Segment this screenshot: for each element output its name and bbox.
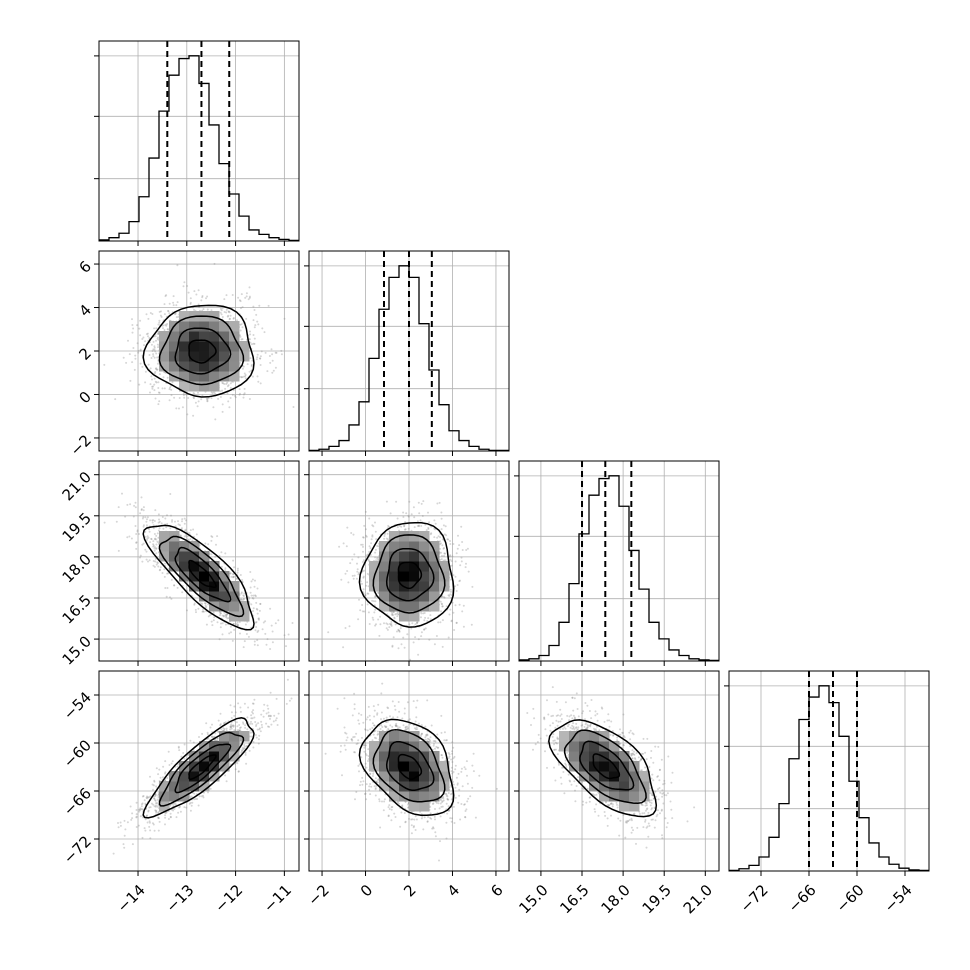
x-tick-label: 4 — [444, 881, 463, 900]
histogram-panel-3 — [724, 670, 930, 876]
histogram-step — [99, 55, 299, 241]
x-tick-label: 19.5 — [639, 881, 675, 917]
x-tick-label: −14 — [114, 881, 149, 916]
y-tick-label: 21.0 — [59, 468, 95, 504]
contour-lines — [358, 521, 455, 628]
panel-frame — [728, 670, 930, 872]
panel-frame — [308, 670, 510, 872]
x-tick-label: −13 — [162, 881, 197, 916]
y-tick-label: 15.0 — [59, 632, 95, 668]
x-tick-label: 21.0 — [680, 881, 716, 917]
x-tick-label: −72 — [737, 881, 772, 916]
histogram-step — [519, 475, 719, 661]
y-tick-label: −54 — [60, 688, 95, 723]
y-tick-label: 6 — [76, 257, 95, 276]
grid — [99, 251, 299, 451]
density-map — [369, 531, 450, 622]
density-map — [159, 311, 250, 392]
scatter-panel-1-0 — [94, 250, 300, 456]
x-tick-label: −12 — [211, 881, 246, 916]
contour-lines — [548, 719, 658, 818]
histogram-panel-0 — [94, 40, 300, 246]
y-tick-label: −2 — [67, 431, 95, 459]
x-tick-label: 0 — [357, 881, 376, 900]
y-tick-label: 19.5 — [59, 509, 95, 545]
x-tick-label: −60 — [833, 881, 868, 916]
x-tick-label: 18.0 — [598, 881, 634, 917]
y-tick-label: −66 — [60, 784, 95, 819]
contour-lines — [142, 524, 255, 631]
panel-frame — [98, 40, 300, 242]
x-tick-label: 2 — [400, 881, 419, 900]
histogram-panel-2 — [514, 460, 720, 666]
x-tick-label: −66 — [785, 881, 820, 916]
contour-lines — [142, 717, 255, 819]
panel-frame — [308, 460, 510, 662]
y-tick-label: 18.0 — [59, 550, 95, 586]
scatter-panel-2-0 — [94, 460, 300, 666]
scatter-panel-2-1 — [304, 460, 510, 666]
scatter-panel-3-1 — [304, 670, 510, 876]
contour-lines — [142, 304, 255, 398]
panel-frame — [98, 250, 300, 452]
y-tick-label: 4 — [76, 301, 95, 320]
panel-frame — [518, 670, 720, 872]
y-tick-label: 0 — [76, 388, 95, 407]
grid — [99, 41, 299, 241]
scatter-panel-3-0 — [94, 670, 300, 876]
histogram-step — [729, 685, 929, 871]
y-tick-label: −72 — [60, 832, 95, 867]
y-tick-label: 16.5 — [59, 591, 95, 627]
contour-lines — [358, 718, 455, 817]
x-tick-label: −2 — [304, 881, 332, 909]
x-tick-label: −54 — [881, 881, 916, 916]
scatter-panel-3-2 — [514, 670, 720, 876]
grid — [519, 671, 719, 871]
x-tick-label: 16.5 — [556, 881, 592, 917]
histogram-panel-1 — [304, 250, 510, 456]
y-tick-label: 2 — [76, 344, 95, 363]
panel-frame — [518, 460, 720, 662]
panel-frame — [98, 460, 300, 662]
x-tick-label: 6 — [487, 881, 506, 900]
panel-frame — [98, 670, 300, 872]
x-tick-label: 15.0 — [515, 881, 551, 917]
panel-frame — [308, 250, 510, 452]
x-tick-label: −11 — [260, 881, 295, 916]
y-tick-label: −60 — [60, 736, 95, 771]
